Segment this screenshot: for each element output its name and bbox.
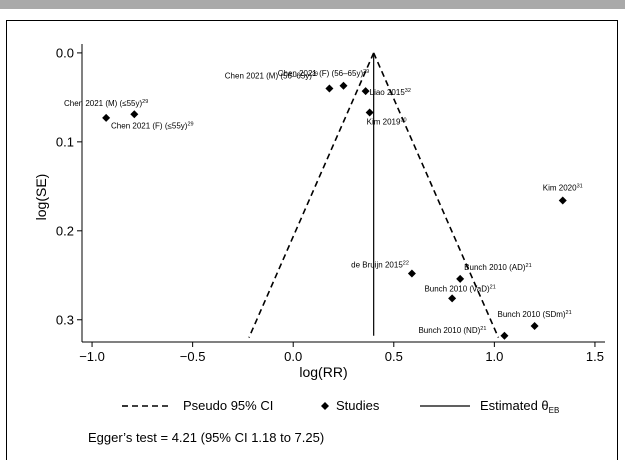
- study-label: Bunch 2010 (VaD)21: [424, 284, 495, 293]
- x-axis-label: log(RR): [299, 364, 347, 380]
- y-tick-label: 0.2: [56, 223, 74, 238]
- legend-label: Studies: [336, 398, 380, 413]
- study-point: [530, 321, 539, 330]
- x-tick-label: 1.5: [586, 349, 604, 364]
- study-label: Kim 201930: [367, 117, 407, 126]
- study-point: [448, 294, 457, 303]
- study-points: [102, 81, 567, 340]
- pseudo-ci-lines: [248, 52, 500, 338]
- study-point: [500, 331, 509, 340]
- legend: Pseudo 95% CI Studies Estimated θEB: [122, 398, 559, 415]
- top-divider-bar: [0, 0, 625, 9]
- y-tick-label: 0.1: [56, 134, 74, 149]
- ci-right-line: [372, 52, 500, 338]
- study-label: Liao 201532: [370, 88, 411, 97]
- study-point: [325, 84, 334, 93]
- y-tick-label: 0.3: [56, 312, 74, 327]
- study-point: [456, 274, 465, 283]
- study-label: Bunch 2010 (ND)21: [418, 326, 486, 335]
- y-axis-label: log(SE): [33, 174, 49, 221]
- x-tick-label: −1.0: [79, 349, 105, 364]
- legend-diamond-swatch: [321, 402, 329, 410]
- x-tick-label: 0.5: [385, 349, 403, 364]
- study-label: Chen 2021 (M) (≤55y)29: [64, 99, 148, 108]
- study-label: Bunch 2010 (AD)21: [464, 263, 531, 272]
- study-point: [130, 110, 139, 119]
- study-label: Chen 2021 (M) (56–65y)29: [225, 71, 318, 80]
- legend-label: Estimated θEB: [480, 398, 559, 415]
- study-label: Kim 202031: [543, 184, 583, 193]
- plot-axes: −1.0 −0.5 0.0 0.5 1.0 1.5 0.0 0.1 0.2 0.3 log(RR) l…: [33, 44, 605, 380]
- study-label: de Bruijn 201522: [351, 261, 409, 270]
- study-labels: Chen 2021 (M) (≤55y)29 Chen 2021 (F) (≤55…: [64, 69, 583, 335]
- study-point: [102, 113, 111, 122]
- study-label: Bunch 2010 (SDm)21: [498, 310, 572, 319]
- legend-label: Pseudo 95% CI: [183, 398, 273, 413]
- study-label: Chen 2021 (F) (≤55y)29: [111, 121, 194, 130]
- study-point: [361, 87, 370, 96]
- study-point: [558, 196, 567, 205]
- x-tick-label: 0.0: [284, 349, 302, 364]
- y-tick-label: 0.0: [56, 45, 74, 60]
- ci-left-line: [248, 52, 375, 338]
- study-label: Chen 2021 (F) (56–65y)29: [278, 69, 370, 78]
- figure-frame: [6, 20, 618, 460]
- eggers-test-annotation: Egger’s test = 4.21 (95% CI 1.18 to 7.25…: [88, 430, 325, 445]
- x-tick-label: 1.0: [485, 349, 503, 364]
- study-point: [407, 269, 416, 278]
- x-tick-label: −0.5: [180, 349, 206, 364]
- study-point: [339, 81, 348, 90]
- study-point: [365, 108, 374, 117]
